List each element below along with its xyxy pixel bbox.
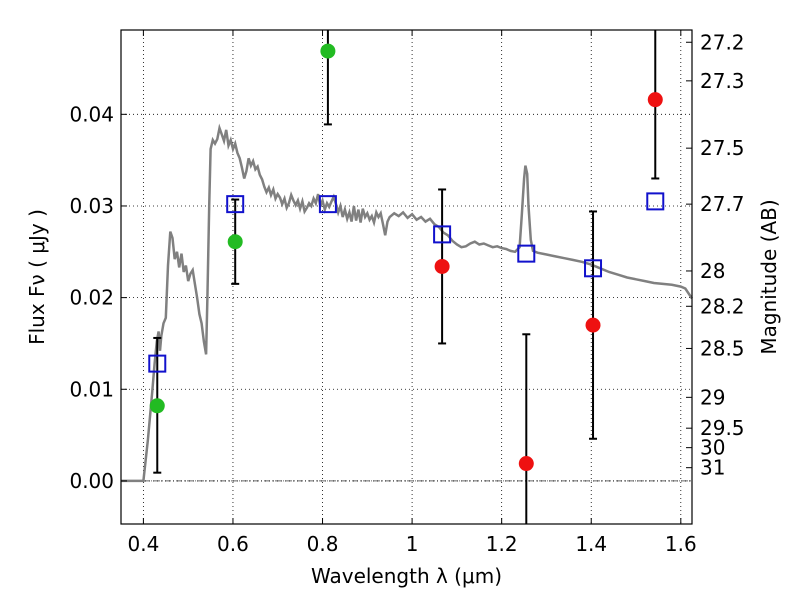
model-spectrum-line <box>121 123 694 483</box>
x-tick-label: 1.6 <box>665 532 697 556</box>
right-tick-label: 27.5 <box>700 136 745 160</box>
red-point <box>434 258 450 274</box>
x-tick-label: 1.2 <box>486 532 518 556</box>
y-tick-label: 0.01 <box>69 377 114 401</box>
red-point <box>585 317 601 333</box>
x-tick-label: 0.8 <box>307 532 339 556</box>
right-tick-label: 31 <box>700 456 725 480</box>
model-square <box>584 259 603 278</box>
green-point <box>227 234 243 250</box>
model-square <box>148 354 167 373</box>
right-tick-label: 28.2 <box>700 294 745 318</box>
y-tick-label: 0.04 <box>69 102 114 126</box>
right-tick-label: 30 <box>700 436 725 460</box>
y-tick-label: 0.00 <box>69 469 114 493</box>
model-square <box>517 244 536 263</box>
right-tick-label: 27.7 <box>700 192 745 216</box>
plot-frame <box>120 29 693 525</box>
green-point <box>149 398 165 414</box>
x-tick-label: 0.6 <box>217 532 249 556</box>
right-axis-label: Magnitude (AB) <box>757 199 781 354</box>
red-point <box>518 456 534 472</box>
red-point <box>647 92 663 108</box>
x-tick-label: 0.4 <box>127 532 159 556</box>
green-point <box>320 43 336 59</box>
y-tick-label: 0.02 <box>69 286 114 310</box>
right-tick-label: 27.3 <box>700 69 745 93</box>
right-tick-label: 29.5 <box>700 416 745 440</box>
model-square <box>433 225 452 244</box>
model-photometry-squares <box>148 192 665 373</box>
error-bars <box>153 30 660 524</box>
x-axis-ticks: 0.4 0.6 0.8 1 1.2 1.4 1.6 <box>127 30 697 556</box>
x-axis-label: Wavelength λ (μm) <box>311 564 502 588</box>
right-tick-label: 29 <box>700 385 725 409</box>
model-square <box>646 192 665 211</box>
model-square <box>318 195 337 214</box>
y-tick-label: 0.03 <box>69 194 114 218</box>
y-axis-ticks: 0.00 0.01 0.02 0.03 0.04 <box>69 102 127 493</box>
right-tick-label: 28 <box>700 259 725 283</box>
observed-photometry-points <box>149 43 663 472</box>
right-tick-label: 28.5 <box>700 336 745 360</box>
x-tick-label: 1.4 <box>575 532 607 556</box>
x-tick-label: 1 <box>406 532 419 556</box>
right-tick-label: 27.2 <box>700 30 745 54</box>
y-axis-label: Flux Fν ( μJy ) <box>25 209 49 345</box>
model-square <box>226 195 245 214</box>
